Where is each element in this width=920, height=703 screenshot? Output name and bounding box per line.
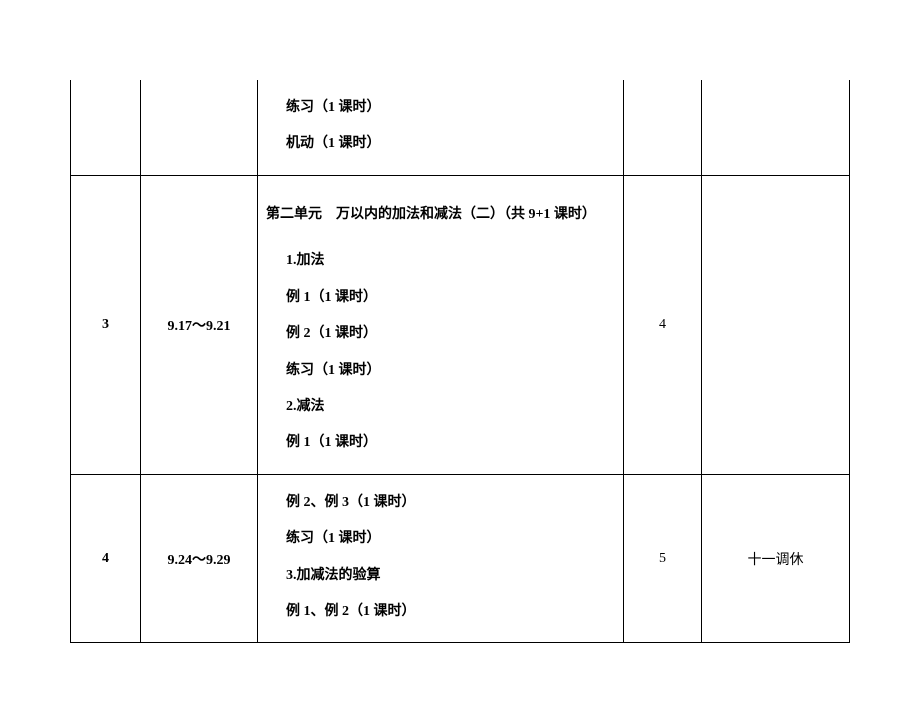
table-row: 4 9.24～9.29 例 2、例 3（1 课时） 练习（1 课时） 3.加减法… bbox=[71, 474, 850, 643]
content-cell: 练习（1 课时） 机动（1 课时） bbox=[257, 80, 623, 175]
count-cell bbox=[624, 80, 702, 175]
schedule-table: 练习（1 课时） 机动（1 课时） 3 9.17～9.21 第二单元 万以内的加… bbox=[70, 80, 850, 643]
count-cell: 4 bbox=[624, 175, 702, 474]
week-cell: 4 bbox=[71, 474, 141, 643]
date-cell bbox=[141, 80, 258, 175]
count-cell: 5 bbox=[624, 474, 702, 643]
table-row: 练习（1 课时） 机动（1 课时） bbox=[71, 80, 850, 175]
remark-cell bbox=[701, 80, 849, 175]
content-line: 例 1（1 课时） bbox=[258, 280, 623, 316]
remark-cell bbox=[701, 175, 849, 474]
content-line: 2.减法 bbox=[258, 389, 623, 425]
content-line: 练习（1 课时） bbox=[258, 353, 623, 389]
content-line: 练习（1 课时） bbox=[258, 521, 623, 557]
date-cell: 9.24～9.29 bbox=[141, 474, 258, 643]
content-line: 例 2、例 3（1 课时） bbox=[258, 485, 623, 521]
remark-cell: 十一调休 bbox=[701, 474, 849, 643]
week-cell: 3 bbox=[71, 175, 141, 474]
content-line: 练习（1 课时） bbox=[258, 90, 623, 126]
content-line: 1.加法 bbox=[258, 243, 623, 279]
content-cell: 第二单元 万以内的加法和减法（二）（共 9+1 课时） 1.加法 例 1（1 课… bbox=[257, 175, 623, 474]
content-line: 例 1、例 2（1 课时） bbox=[258, 594, 623, 630]
content-cell: 例 2、例 3（1 课时） 练习（1 课时） 3.加减法的验算 例 1、例 2（… bbox=[257, 474, 623, 643]
table-row: 3 9.17～9.21 第二单元 万以内的加法和减法（二）（共 9+1 课时） … bbox=[71, 175, 850, 474]
content-line: 机动（1 课时） bbox=[258, 126, 623, 162]
content-line: 3.加减法的验算 bbox=[258, 558, 623, 594]
unit-header: 第二单元 万以内的加法和减法（二）（共 9+1 课时） bbox=[258, 186, 623, 244]
content-line: 例 1（1 课时） bbox=[258, 425, 623, 461]
content-line: 例 2（1 课时） bbox=[258, 316, 623, 352]
date-cell: 9.17～9.21 bbox=[141, 175, 258, 474]
week-cell bbox=[71, 80, 141, 175]
